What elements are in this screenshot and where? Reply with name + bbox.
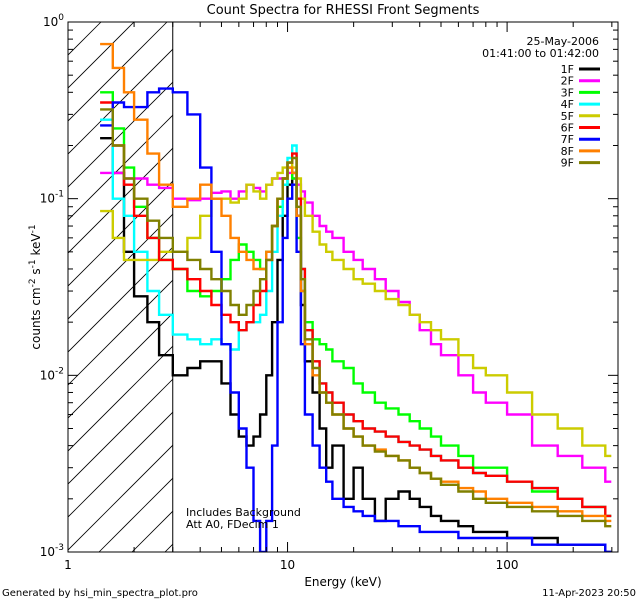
y-tick-label: 100 [43, 13, 64, 29]
legend-label-9F: 9F [561, 157, 574, 170]
x-tick-label: 10 [280, 558, 295, 572]
hatch-line [68, 81, 173, 188]
legend-label-6F: 6F [561, 122, 574, 135]
legend-label-3F: 3F [561, 86, 574, 99]
x-tick-label: 1 [64, 558, 72, 572]
series-2F-line [100, 171, 612, 483]
background-note: Includes Background [186, 506, 301, 519]
series-3F-line [100, 91, 612, 518]
legend-label-8F: 8F [561, 145, 574, 158]
y-tick-label: 10-1 [40, 190, 64, 206]
hatch-line [68, 411, 173, 518]
hatch-line [68, 22, 102, 56]
x-axis-label: Energy (keV) [304, 575, 381, 589]
y-tick-label: 10-3 [40, 543, 64, 559]
date-annotation: 25-May-2006 [527, 35, 599, 48]
series-9F-line [100, 108, 612, 528]
legend-label-5F: 5F [561, 110, 574, 123]
hatch-line [68, 378, 173, 485]
attenuator-note: Att A0, FDecim 1 [186, 518, 279, 531]
series-7F-line [100, 87, 612, 552]
hatched-region [68, 22, 173, 552]
x-tick-label: 100 [496, 558, 519, 572]
series-8F-line [100, 42, 612, 523]
y-axis-label: counts cm-2 s-1 keV-1 [28, 224, 43, 349]
legend-label-7F: 7F [561, 133, 574, 146]
series-1F-line [100, 137, 612, 552]
generated-timestamp: 11-Apr-2023 20:50 [542, 588, 636, 599]
y-tick-label: 10-2 [40, 366, 64, 382]
legend-label-4F: 4F [561, 98, 574, 111]
legend-label-1F: 1F [561, 63, 574, 76]
hatch-line [68, 22, 168, 122]
hatch-line [68, 213, 173, 320]
legend-label-2F: 2F [561, 75, 574, 88]
time-range-annotation: 01:41:00 to 01:42:00 [482, 47, 599, 60]
plot-frame [67, 21, 619, 553]
series-4F-line [100, 118, 612, 518]
series-6F-line [100, 101, 612, 518]
hatch-line [68, 312, 173, 419]
hatch-line [68, 279, 173, 386]
hatch-line [68, 444, 173, 551]
hatch-line [98, 477, 173, 552]
generated-by-text: Generated by hsi_min_spectra_plot.pro [2, 588, 198, 599]
chart-title: Count Spectra for RHESSI Front Segments [207, 3, 480, 18]
